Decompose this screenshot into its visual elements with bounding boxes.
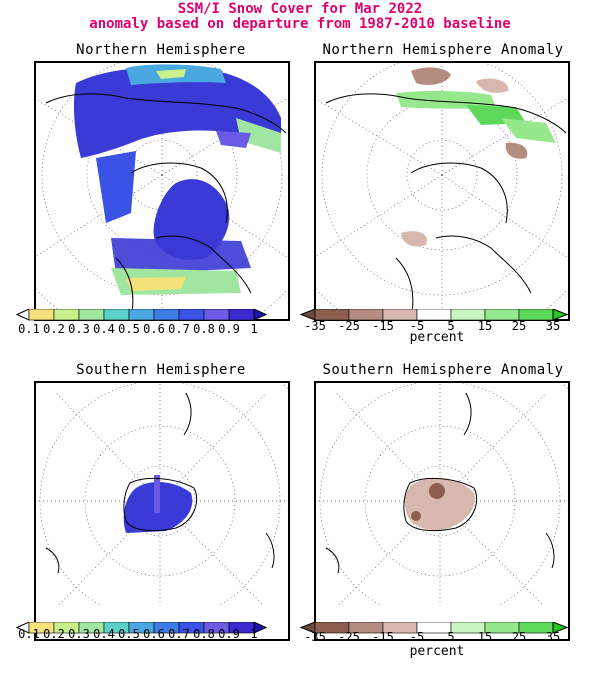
colorbar-tick-label: 0.7: [168, 322, 190, 336]
colorbar-tick-label: 35: [545, 630, 561, 644]
snow-cover-antarctica: [123, 475, 193, 533]
anomaly-fields: [396, 67, 556, 247]
colorbar-anomaly-top-ticks: -35 -25 -15 -5 5 15 25 35: [0, 319, 600, 335]
panel-title-sh-anomaly: Southern Hemisphere Anomaly: [322, 362, 564, 378]
colorbar-tick-label: -35: [304, 630, 326, 644]
colorbar-tick-label: 0.2: [43, 627, 65, 641]
anomaly-fields-sh: [405, 478, 475, 531]
colorbar-tick-label: 0.9: [218, 627, 240, 641]
colorbar-tick-label: 0.3: [68, 322, 90, 336]
colorbar-tick-label: 0.6: [143, 322, 165, 336]
snow-cover-eurasia: [73, 64, 281, 158]
map-panel-nh-anomaly: [314, 61, 570, 321]
unit-label-top: percent: [409, 330, 465, 345]
colorbar-tick-label: 15: [477, 630, 493, 644]
colorbar-tick-label: -25: [338, 319, 360, 333]
colorbar-tick-label: 5: [447, 630, 455, 644]
colorbar-tip-right: [253, 622, 268, 634]
map-title-line2: anomaly based on departure from 1987-201…: [89, 16, 511, 32]
colorbar-tick-label: 25: [511, 319, 527, 333]
colorbar-tick-label: 0.8: [193, 627, 215, 641]
colorbar-tick-label: 0.1: [18, 322, 40, 336]
colorbar-tick-label: 1: [250, 322, 258, 336]
colorbar-tick-label: 0.5: [118, 627, 140, 641]
colorbar-cover-bottom: [16, 622, 268, 634]
colorbar-anomaly-bottom: [300, 622, 569, 634]
colorbar-tick-label: 5: [447, 319, 455, 333]
map-panel-nh-cover: [34, 61, 290, 321]
colorbar-tick-label: 0.5: [118, 322, 140, 336]
colorbar-cover-bottom-ticks: 0.1 0.2 0.3 0.4 0.5 0.6 0.7 0.8 0.9 1: [0, 627, 600, 643]
colorbar-tick-label: 0.4: [93, 627, 115, 641]
colorbar-tick-label: 0.9: [218, 322, 240, 336]
colorbar-tick-label: -35: [304, 319, 326, 333]
colorbar-tip-right: [552, 309, 569, 321]
map-panel-sh-cover: [34, 381, 290, 641]
colorbar-tick-label: 25: [511, 630, 527, 644]
unit-label-bottom: percent: [409, 644, 465, 659]
colorbar-tip-right: [552, 622, 569, 634]
map-title-line1: SSM/I Snow Cover for Mar 2022: [177, 1, 423, 17]
colorbar-tick-label: 0.7: [168, 627, 190, 641]
colorbar-tick-label: 1: [250, 627, 258, 641]
snow-cover-north-america: [96, 151, 251, 295]
colorbar-anomaly-top: [300, 309, 569, 321]
colorbar-tick-label: 0.2: [43, 322, 65, 336]
colorbar-tick-label: 35: [545, 319, 561, 333]
colorbar-cover-top-ticks: 0.1 0.2 0.3 0.4 0.5 0.6 0.7 0.8 0.9 1: [0, 322, 600, 338]
panel-title-sh: Southern Hemisphere: [76, 362, 246, 378]
panel-title-nh: Northern Hemisphere: [76, 42, 246, 58]
colorbar-tick-label: 0.4: [93, 322, 115, 336]
panel-title-nh-anomaly: Northern Hemisphere Anomaly: [322, 42, 564, 58]
colorbar-tick-label: -25: [338, 630, 360, 644]
colorbar-tick-label: 0.8: [193, 322, 215, 336]
colorbar-tick-label: -15: [372, 630, 394, 644]
map-panel-sh-anomaly: [314, 381, 570, 641]
colorbar-tick-label: 0.1: [18, 627, 40, 641]
colorbar-tick-label: -5: [409, 319, 425, 333]
colorbar-tick-label: -5: [409, 630, 425, 644]
colorbar-cover-top: [16, 309, 268, 321]
colorbar-tip-right: [253, 309, 268, 321]
colorbar-tick-label: 0.6: [143, 627, 165, 641]
colorbar-tick-label: 0.3: [68, 627, 90, 641]
colorbar-tick-label: -15: [372, 319, 394, 333]
colorbar-anomaly-bottom-ticks: -35 -25 -15 -5 5 15 25 35: [0, 630, 600, 646]
colorbar-tick-label: 15: [477, 319, 493, 333]
